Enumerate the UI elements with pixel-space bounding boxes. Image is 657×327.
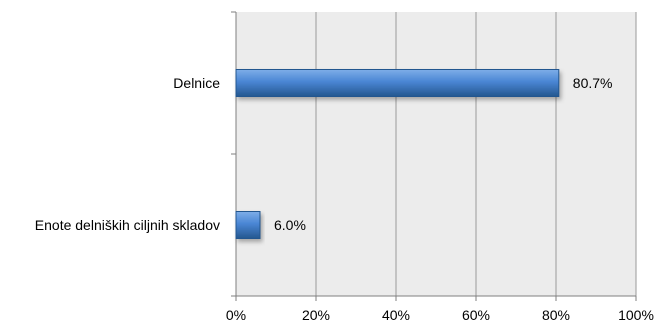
category-label: Delnice (173, 75, 220, 91)
data-labels: 80.7% 6.0% (274, 75, 613, 233)
bar (235, 69, 560, 97)
axes (231, 11, 637, 301)
x-tick-label: 80% (542, 307, 570, 323)
x-tick-label: 40% (382, 307, 410, 323)
data-label: 80.7% (573, 75, 613, 91)
data-label: 6.0% (274, 217, 306, 233)
x-tick-label: 100% (618, 307, 654, 323)
category-label: Enote delniških ciljnih skladov (35, 217, 220, 233)
x-tick-label: 60% (462, 307, 490, 323)
plot-area (236, 12, 636, 296)
x-axis-tick-labels: 0% 20% 40% 60% 80% 100% (226, 307, 654, 323)
category-labels: Delnice Enote delniških ciljnih skladov (35, 75, 220, 233)
x-tick-label: 20% (302, 307, 330, 323)
bar (235, 211, 261, 239)
x-tick-label: 0% (226, 307, 246, 323)
bar-series (235, 69, 560, 239)
gridlines (315, 12, 637, 296)
